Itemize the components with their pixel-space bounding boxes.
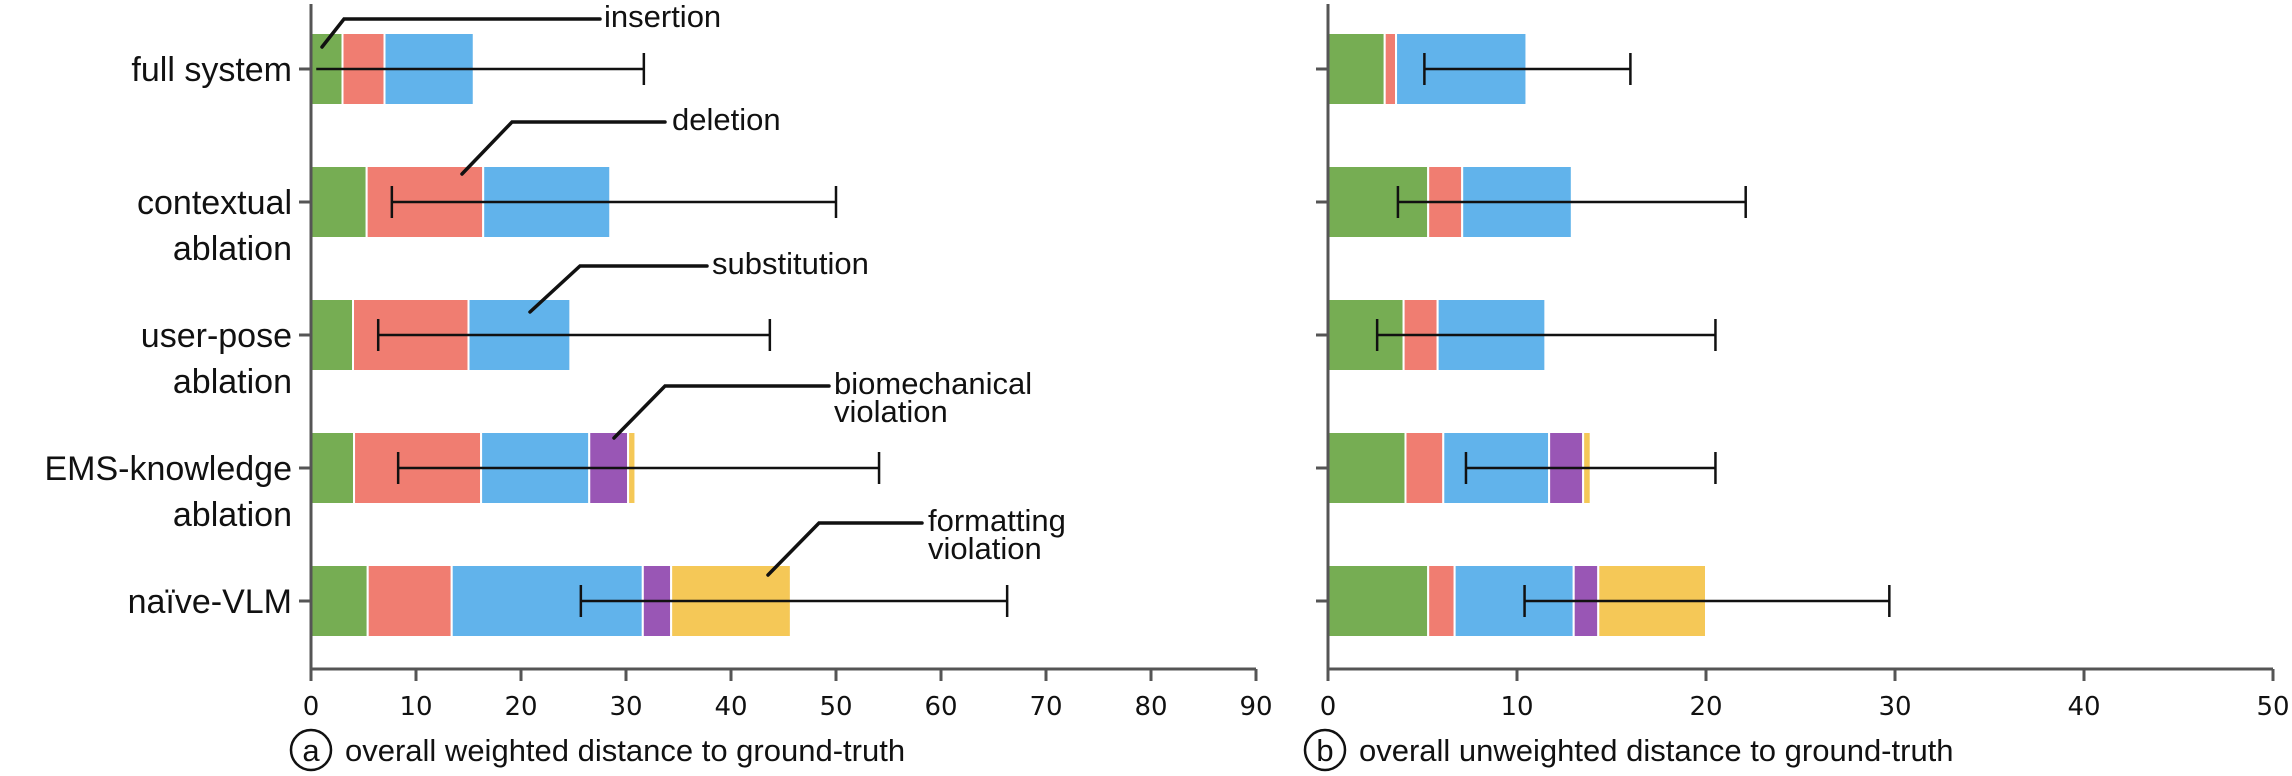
x-tick-label: 40	[2067, 692, 2100, 722]
leader-line	[320, 17, 602, 49]
legend-annotations: insertion deletion substitution biomechanic…	[320, 0, 1066, 577]
annotation-label: deletion	[672, 102, 781, 137]
bar-segment-insertion	[1327, 431, 1407, 505]
error-bar	[1423, 53, 1632, 85]
error-bar	[1375, 319, 1717, 351]
error-bar	[396, 452, 881, 484]
x-tick-label: 10	[1500, 692, 1533, 722]
annotation-label: substitution	[712, 246, 869, 281]
y-axis-category-labels: full system contextual ablation user-pose ab…	[44, 51, 292, 621]
chart-panel-a: 0 10 20 30 40 50 60 70 80 90	[299, 4, 1273, 722]
x-tick-label: 70	[1029, 692, 1062, 722]
x-tick-label: 20	[504, 692, 537, 722]
x-tick-label: 90	[1239, 692, 1272, 722]
error-bar	[1396, 186, 1747, 218]
x-tick-label: 60	[924, 692, 957, 722]
bar-segment-deletion	[366, 564, 453, 638]
bar-segment-deletion	[1383, 32, 1398, 106]
chart-panel-b: 0 10 20 30 40 50	[1316, 4, 2290, 722]
panel-marker: b	[1316, 733, 1333, 768]
category-label: full system	[131, 51, 292, 89]
x-axis-caption: overall unweighted distance to ground-tr…	[1359, 733, 1954, 768]
annotation-label: insertion	[604, 0, 721, 34]
caption-a: a overall weighted distance to ground-tru…	[289, 728, 905, 772]
annotation-insertion: insertion	[320, 0, 721, 49]
x-axis-captions: a overall weighted distance to ground-tru…	[289, 728, 1954, 772]
x-tick-label: 0	[1320, 692, 1337, 722]
caption-b: b overall unweighted distance to ground-t…	[1303, 728, 1954, 772]
annotation-label: biomechanical violation	[834, 366, 1032, 429]
bar-segment-insertion	[310, 298, 354, 372]
bar-segment-deletion	[1427, 564, 1456, 638]
bar-segment-deletion	[1404, 431, 1445, 505]
circled-marker-icon	[1303, 728, 1347, 772]
bar-segment-insertion	[310, 431, 356, 505]
category-label: user-pose ablation	[141, 317, 292, 401]
error-bar	[390, 186, 838, 218]
bar-segment-insertion	[310, 165, 368, 239]
error-bar	[1523, 585, 1891, 617]
circled-marker-icon	[289, 728, 333, 772]
x-tick-label: 40	[714, 692, 747, 722]
bar-segment-insertion	[310, 564, 369, 638]
error-bar	[316, 53, 646, 85]
panel-marker: a	[302, 733, 320, 768]
category-label: contextual ablation	[137, 184, 292, 268]
annotation-deletion: deletion	[460, 102, 781, 176]
annotation-biomechanical-violation: biomechanical violation	[612, 366, 1032, 440]
error-bar	[376, 319, 772, 351]
x-tick-label: 30	[609, 692, 642, 722]
category-label: naïve-VLM	[128, 583, 292, 621]
x-tick-label: 50	[819, 692, 852, 722]
category-label: EMS-knowledge ablation	[44, 450, 292, 534]
leader-line	[528, 264, 709, 314]
x-tick-label: 80	[1134, 692, 1167, 722]
leader-line	[766, 521, 924, 577]
bar-segment-insertion	[1327, 32, 1386, 106]
annotation-formatting-violation: formatting violation	[766, 503, 1066, 577]
x-tick-label: 0	[303, 692, 320, 722]
leader-line	[612, 384, 831, 440]
x-tick-label: 20	[1689, 692, 1722, 722]
x-tick-label: 30	[1878, 692, 1911, 722]
error-bar	[1464, 452, 1717, 484]
bar-segment-insertion	[1327, 564, 1430, 638]
annotation-substitution: substitution	[528, 246, 869, 314]
x-tick-label: 10	[399, 692, 432, 722]
error-bar	[579, 585, 1009, 617]
leader-line	[460, 120, 667, 176]
x-tick-label: 50	[2256, 692, 2289, 722]
x-axis-caption: overall weighted distance to ground-trut…	[345, 733, 905, 768]
annotation-label: formatting violation	[928, 503, 1066, 566]
